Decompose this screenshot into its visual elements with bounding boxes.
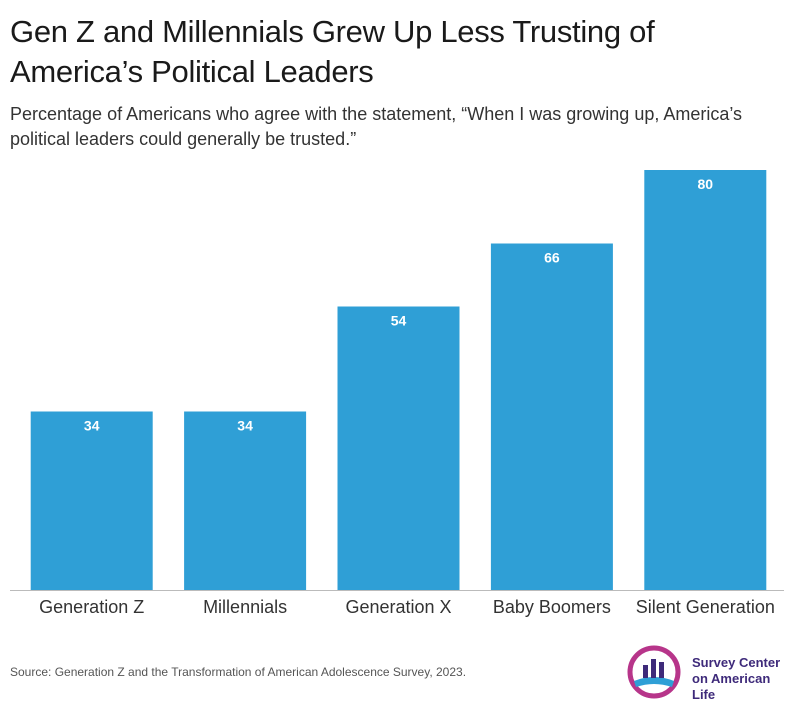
logo-text: Survey Center on American Life bbox=[692, 655, 794, 703]
chart-title-line1: Gen Z and Millennials Grew Up Less Trust… bbox=[10, 14, 655, 49]
x-tick-label: Millennials bbox=[203, 597, 287, 617]
bar-millennials bbox=[184, 411, 307, 590]
bar-silent-generation bbox=[644, 170, 767, 590]
x-tick-label: Baby Boomers bbox=[493, 597, 611, 617]
source-note: Source: Generation Z and the Transformat… bbox=[10, 665, 467, 679]
data-label: 34 bbox=[84, 418, 100, 434]
data-label: 66 bbox=[544, 250, 560, 266]
chart-subtitle-line1: Percentage of Americans who agree with t… bbox=[10, 104, 743, 124]
logo-text-line2: on American Life bbox=[692, 671, 771, 702]
x-tick-label: Silent Generation bbox=[636, 597, 775, 617]
bar-chart-circle-logo-icon bbox=[627, 645, 681, 699]
bar-baby-boomers bbox=[490, 243, 613, 590]
bar-generation-x bbox=[337, 306, 460, 590]
bar-generation-z bbox=[30, 411, 153, 590]
logo-text-line1: Survey Center bbox=[692, 655, 781, 670]
data-label: 54 bbox=[391, 313, 407, 329]
data-label: 34 bbox=[237, 418, 253, 434]
x-tick-label: Generation Z bbox=[39, 597, 144, 617]
bar-chart: 34 Generation Z 34 Millennials 54 Generation … bbox=[10, 170, 784, 617]
chart-title: Gen Z and Millennials Grew Up Less Trust… bbox=[10, 12, 780, 92]
chart-subtitle-line2: political leaders could generally be tru… bbox=[10, 129, 357, 149]
data-label: 80 bbox=[698, 176, 714, 192]
chart-subtitle: Percentage of Americans who agree with t… bbox=[10, 102, 780, 152]
chart-title-line2: America’s Political Leaders bbox=[10, 54, 374, 89]
x-tick-label: Generation X bbox=[345, 597, 451, 617]
